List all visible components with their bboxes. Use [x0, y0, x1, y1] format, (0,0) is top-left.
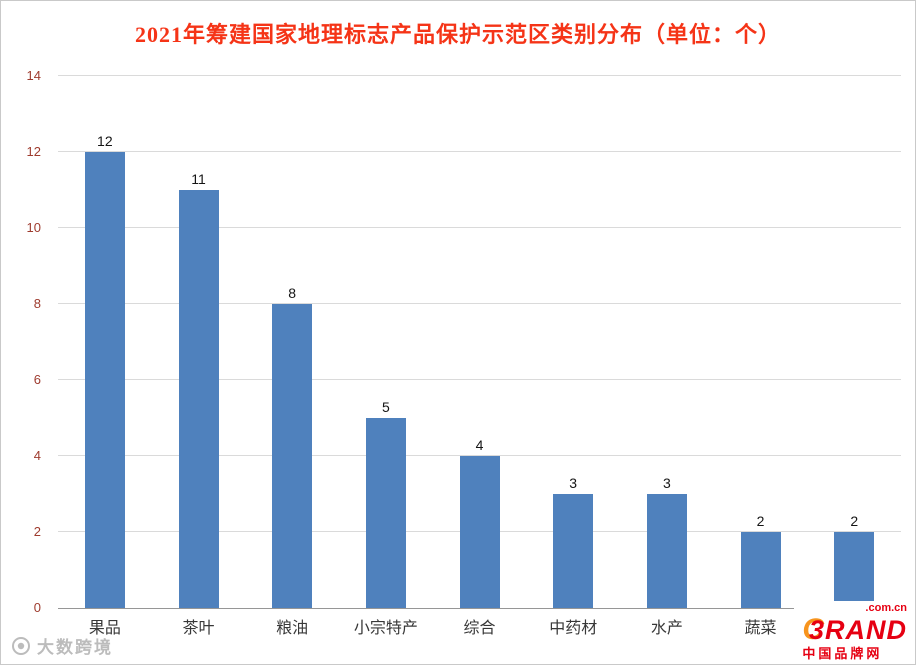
- watermark-text: 大数跨境: [37, 638, 113, 657]
- x-category-label: 小宗特产: [353, 620, 418, 637]
- bar-slot: 3: [620, 76, 714, 608]
- bar: [365, 418, 406, 608]
- y-tick-label: 2: [33, 524, 41, 539]
- gridline: [58, 75, 901, 76]
- bar-slot: 4: [433, 76, 527, 608]
- bar-value-label: 8: [288, 285, 297, 301]
- x-category-label: 中药材: [549, 620, 598, 637]
- x-category-label: 粮油: [276, 620, 309, 637]
- bar-value-label: 11: [191, 171, 206, 187]
- brand-caption: 中国品牌网: [802, 646, 883, 661]
- y-tick-label: 14: [26, 68, 41, 83]
- gridline: [58, 303, 901, 304]
- brand-wordmark: C 3RAND: [802, 615, 907, 645]
- bar-value-label: 2: [756, 513, 765, 529]
- brand-logo: .com.cn C 3RAND 中国品牌网: [794, 601, 913, 664]
- bar: [178, 190, 219, 608]
- bar-value-label: 2: [850, 513, 859, 529]
- watermark: 大数跨境: [11, 633, 113, 658]
- gridline: [58, 379, 901, 380]
- bar-value-label: 3: [569, 475, 578, 491]
- bar: [553, 494, 594, 608]
- bar-slot: 5: [339, 76, 433, 608]
- globe-logo-icon: [11, 636, 31, 656]
- y-tick-label: 4: [33, 448, 41, 463]
- y-axis: 0 2 4 6 8 10 12 14: [1, 68, 49, 615]
- brand-name: 3RAND: [808, 614, 907, 645]
- bar-value-label: 12: [97, 133, 113, 149]
- bar-slot: 11: [152, 76, 246, 608]
- brand-c-mark-icon: C: [802, 613, 824, 646]
- y-tick-label: 10: [26, 220, 41, 235]
- bar: [834, 532, 875, 608]
- bars: 12 11 8 5 4 3 3 2 2: [58, 76, 901, 608]
- y-tick-label: 6: [33, 372, 41, 387]
- bar-value-label: 4: [475, 437, 484, 453]
- bar: [459, 456, 500, 608]
- brand-domain: .com.cn: [865, 602, 907, 614]
- y-tick-label: 8: [33, 296, 41, 311]
- x-category-label: 果品: [88, 620, 121, 637]
- x-category-label: 蔬菜: [744, 620, 777, 637]
- bar: [646, 494, 687, 608]
- chart-title: 2021年筹建国家地理标志产品保护示范区类别分布（单位：个）: [134, 22, 781, 47]
- y-tick-label: 0: [33, 600, 41, 615]
- gridline: [58, 455, 901, 456]
- bar-slot: 12: [58, 76, 152, 608]
- plot-area: 12 11 8 5 4 3 3 2 2: [58, 75, 901, 609]
- bar: [272, 304, 313, 608]
- x-category-label: 水产: [650, 620, 683, 637]
- x-category-label: 综合: [463, 620, 496, 637]
- bar: [84, 152, 125, 608]
- x-category-label: 茶叶: [182, 620, 215, 637]
- bar-value-label: 3: [662, 475, 671, 491]
- bar-slot: 2: [714, 76, 808, 608]
- bar-slot: 2: [807, 76, 901, 608]
- bar-slot: 8: [245, 76, 339, 608]
- gridline: [58, 151, 901, 152]
- y-tick-label: 12: [26, 144, 41, 159]
- bar-slot: 3: [526, 76, 620, 608]
- x-axis: 果品 茶叶 粮油 小宗特产 综合 中药材 水产 蔬菜: [58, 614, 901, 638]
- bar: [740, 532, 781, 608]
- gridline: [58, 227, 901, 228]
- bar-value-label: 5: [381, 399, 390, 415]
